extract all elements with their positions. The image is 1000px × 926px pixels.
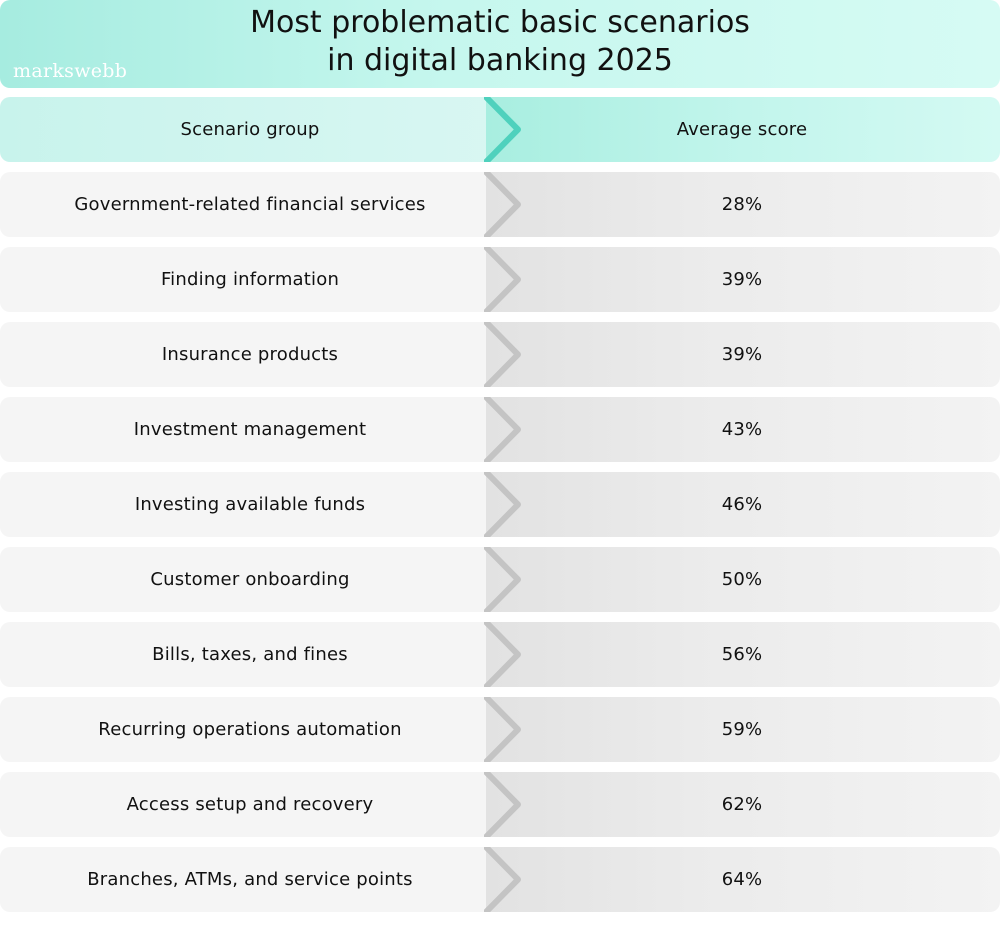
scenario-group-label: Insurance products <box>161 344 339 365</box>
table-row: Branches, ATMs, and service points 64% <box>0 847 1000 912</box>
chart-title-line-1: Most problematic basic scenarios <box>250 5 750 40</box>
scenario-group-label: Recurring operations automation <box>98 719 402 740</box>
average-score-value: 62% <box>721 794 763 815</box>
average-score-value: 59% <box>721 719 763 740</box>
chart-title-line-2: in digital banking 2025 <box>327 43 673 78</box>
scenario-cell-bg <box>0 547 520 612</box>
brand-logo: markswebb <box>13 60 128 82</box>
scenario-cell-bg <box>0 772 520 837</box>
table-row: Customer onboarding 50% <box>0 547 1000 612</box>
average-score-value: 43% <box>721 419 763 440</box>
scenario-cell-bg <box>0 247 520 312</box>
table-row: Access setup and recovery 62% <box>0 772 1000 837</box>
column-header-scenario-group: Scenario group <box>180 119 320 140</box>
scenario-group-label: Government-related financial services <box>74 194 426 215</box>
chart-title: Most problematic basic scenarios in digi… <box>150 4 850 80</box>
row-chevron-icon <box>484 247 521 312</box>
row-chevron-icon <box>484 547 521 612</box>
row-chevron-icon <box>484 697 521 762</box>
score-cell-bg <box>486 397 1000 462</box>
score-cell-bg <box>486 847 1000 912</box>
table-row: Recurring operations automation 59% <box>0 697 1000 762</box>
score-cell-bg <box>486 772 1000 837</box>
table-header-row: Scenario group Average score <box>0 97 1000 162</box>
row-chevron-icon <box>484 172 521 237</box>
column-header-average-score: Average score <box>676 119 808 140</box>
average-score-value: 39% <box>721 344 763 365</box>
scenario-cell-bg <box>0 847 520 912</box>
table-row: Bills, taxes, and fines 56% <box>0 622 1000 687</box>
scenario-group-label: Investment management <box>133 419 367 440</box>
average-score-value: 64% <box>721 869 763 890</box>
row-chevron-icon <box>484 472 521 537</box>
scenario-cell-bg <box>0 622 520 687</box>
table-row: Insurance products 39% <box>0 322 1000 387</box>
scenario-cell-bg <box>0 172 520 237</box>
header-left-cell-bg <box>0 97 520 162</box>
row-chevron-icon <box>484 397 521 462</box>
score-cell-bg <box>486 247 1000 312</box>
scenario-cell-bg <box>0 322 520 387</box>
average-score-value: 46% <box>721 494 763 515</box>
scenario-group-label: Access setup and recovery <box>126 794 374 815</box>
header-right-cell-bg <box>486 97 1000 162</box>
score-cell-bg <box>486 172 1000 237</box>
table-row: Investing available funds 46% <box>0 472 1000 537</box>
chart-header: Most problematic basic scenarios in digi… <box>0 0 1000 88</box>
score-cell-bg <box>486 547 1000 612</box>
scenario-group-label: Bills, taxes, and fines <box>152 644 348 665</box>
row-chevron-icon <box>484 847 521 912</box>
score-cell-bg <box>486 622 1000 687</box>
row-chevron-icon <box>484 622 521 687</box>
score-cell-bg <box>486 697 1000 762</box>
scenario-cell-bg <box>0 472 520 537</box>
table-row: Government-related financial services 28% <box>0 172 1000 237</box>
score-cell-bg <box>486 322 1000 387</box>
scenario-group-label: Customer onboarding <box>150 569 350 590</box>
average-score-value: 56% <box>721 644 763 665</box>
header-chevron-icon <box>484 97 521 162</box>
scenario-group-label: Finding information <box>160 269 340 290</box>
scenario-group-label: Investing available funds <box>134 494 366 515</box>
scenario-cell-bg <box>0 397 520 462</box>
average-score-value: 28% <box>721 194 763 215</box>
row-chevron-icon <box>484 322 521 387</box>
table-row: Finding information 39% <box>0 247 1000 312</box>
score-cell-bg <box>486 472 1000 537</box>
scenario-cell-bg <box>0 697 520 762</box>
scenario-group-label: Branches, ATMs, and service points <box>87 869 413 890</box>
average-score-value: 39% <box>721 269 763 290</box>
row-chevron-icon <box>484 772 521 837</box>
average-score-value: 50% <box>721 569 763 590</box>
table-row: Investment management 43% <box>0 397 1000 462</box>
